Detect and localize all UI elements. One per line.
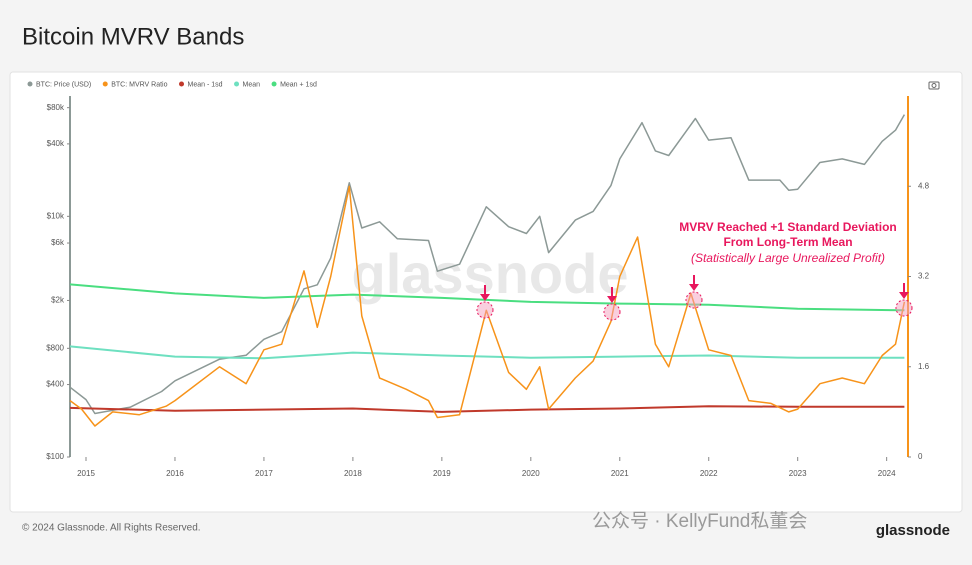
x-tick-label: 2020 (522, 469, 540, 478)
y-tick-label: $400 (46, 380, 64, 389)
annotation: MVRV Reached +1 Standard Deviation (679, 220, 897, 234)
x-tick-label: 2015 (77, 469, 95, 478)
y-tick-label: $800 (46, 343, 64, 352)
y-tick-label: $80k (47, 103, 65, 112)
legend-swatch (27, 81, 33, 87)
series-line (69, 283, 905, 312)
y-tick-label: $6k (51, 238, 65, 247)
legend-label: Mean + 1sd (280, 81, 317, 88)
arrows (480, 275, 909, 303)
x-tick-label: 2023 (789, 469, 807, 478)
legend-label: BTC: MVRV Ratio (111, 81, 167, 88)
camera-icon[interactable] (928, 81, 940, 90)
y2-tick-label: 1.6 (918, 362, 930, 371)
y-tick-label: $40k (47, 139, 65, 148)
y2-tick-label: 0 (918, 452, 923, 461)
x-tick-label: 2018 (344, 469, 362, 478)
x-tick-label: 2022 (700, 469, 718, 478)
y2-tick-label: 3.2 (918, 272, 930, 281)
annotation: From Long-Term Mean (723, 235, 852, 249)
highlights (476, 291, 913, 321)
y-tick-label: $10k (47, 211, 65, 220)
annotation-note: (Statistically Large Unrealized Profit) (691, 251, 885, 265)
watermark: 公众号 · KellyFund私董会 (592, 510, 807, 532)
legend-label: Mean (243, 81, 261, 88)
chart-title: Bitcoin MVRV Bands (22, 23, 244, 50)
y-tick-label: $100 (46, 452, 64, 461)
legend-swatch (234, 81, 240, 87)
legend-swatch (179, 81, 185, 87)
x-tick-label: 2024 (878, 469, 896, 478)
legend-label: BTC: Price (USD) (36, 81, 91, 88)
watermark-brand: glassnode (352, 242, 629, 305)
x-tick-label: 2021 (611, 469, 629, 478)
legend-swatch (102, 81, 108, 87)
legend-swatch (271, 81, 277, 87)
y-tick-label: $2k (51, 296, 65, 305)
series-line (69, 345, 905, 360)
brand-logo: glassnode (876, 522, 950, 539)
x-tick-label: 2019 (433, 469, 451, 478)
x-tick-label: 2017 (255, 469, 273, 478)
series-line (69, 405, 905, 413)
legend-label: Mean - 1sd (188, 81, 223, 88)
series-line (69, 114, 906, 415)
series-line (69, 185, 906, 427)
x-tick-label: 2016 (166, 469, 184, 478)
y2-tick-label: 4.8 (918, 181, 930, 190)
footer: © 2024 Glassnode. All Rights Reserved. (22, 523, 201, 534)
